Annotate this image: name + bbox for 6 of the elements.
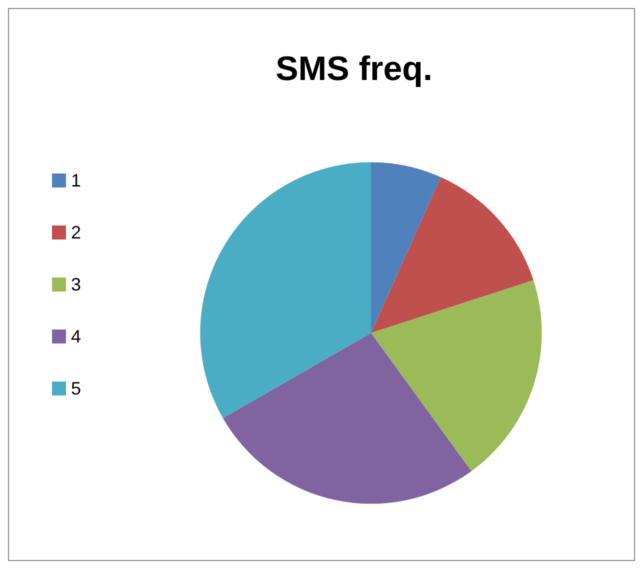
legend-label: 4 <box>71 326 82 346</box>
legend-label: 2 <box>71 222 82 242</box>
chart-title: SMS freq. <box>276 50 432 88</box>
legend-label: 1 <box>71 170 82 190</box>
legend-label: 5 <box>71 378 82 398</box>
legend-label: 3 <box>71 274 82 294</box>
